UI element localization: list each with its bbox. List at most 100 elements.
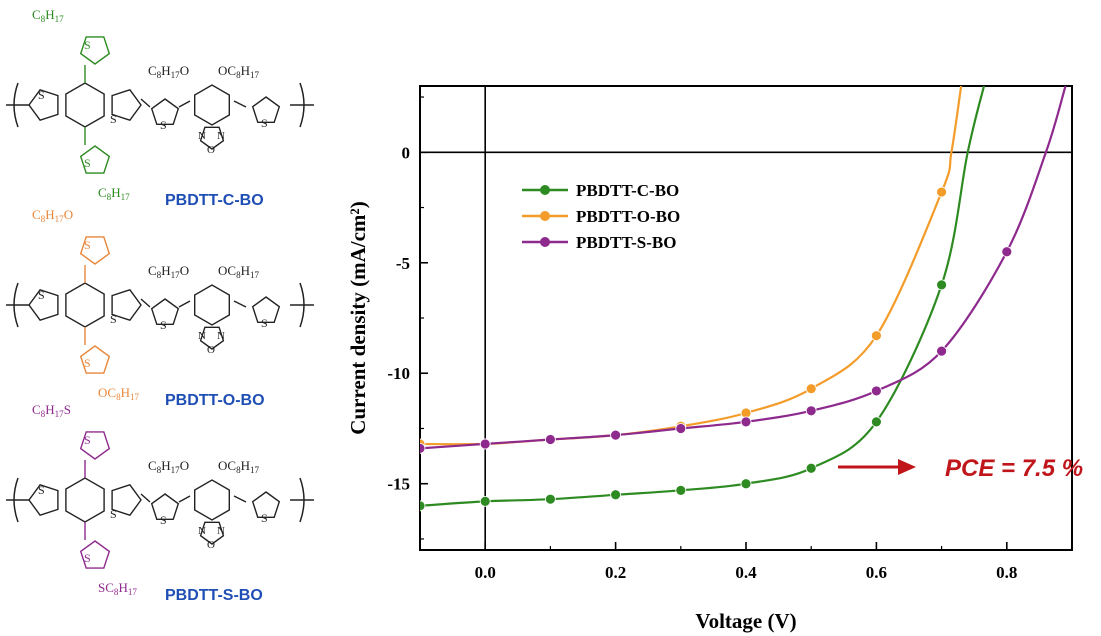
data-point [545, 493, 556, 505]
alkoxy-left: C8H17O [148, 263, 189, 280]
atom-s-top: S [84, 238, 91, 252]
x-tick-label: 0.2 [605, 563, 626, 582]
x-tick-label: 0.4 [735, 563, 757, 582]
side-thiophene-top [79, 431, 111, 460]
data-point [936, 279, 947, 291]
atom-n: N [217, 330, 225, 342]
data-point [936, 345, 947, 357]
alkoxy-right: OC8H17 [218, 263, 260, 280]
side-thiophene-top [79, 36, 111, 65]
data-point [805, 462, 817, 474]
series-line [420, 86, 1067, 450]
y-axis-label: Current density (mA/cm²) [346, 201, 370, 434]
atom-s: S [261, 316, 268, 330]
atom-s: S [160, 513, 167, 527]
y-tick-label: -15 [387, 475, 410, 494]
thiophene-ring [28, 288, 59, 322]
data-point [936, 186, 947, 198]
side-thiophene-bottom [79, 540, 111, 569]
atom-n: N [198, 330, 206, 342]
plot-layer: 0.0 0.2 0.4 0.6 0.8 0 -5 -10 -15 Voltage (V) Curre… [346, 85, 1083, 633]
data-point [610, 429, 621, 441]
alkoxy-left: C8H17O [148, 458, 189, 475]
side-thiophene-bottom [79, 145, 111, 174]
atom-n: N [198, 130, 206, 142]
atom-s: S [261, 116, 268, 130]
data-point [610, 489, 621, 501]
atom-s: S [110, 507, 117, 521]
molecule-label: PBDTT-C-BO [165, 192, 264, 209]
data-point [420, 500, 426, 512]
y-tick-label: 0 [402, 143, 411, 162]
series-line [420, 86, 986, 507]
data-point [545, 434, 556, 445]
molecule-1: S S S N NO C8H17O OC8H17 S S C8H17 S C8H17 PBDTT-C-B… [6, 7, 314, 209]
atom-s-bottom: S [84, 551, 91, 565]
bond [233, 300, 247, 308]
atom-s: S [160, 118, 167, 132]
bond [178, 300, 191, 308]
atom-o: O [207, 144, 215, 156]
benzoxadiazole-ring [193, 84, 231, 126]
series-PBDTT-S-BO [420, 86, 1067, 454]
atom-s: S [261, 511, 268, 525]
side-chain-top: C8H17S [32, 402, 71, 419]
atom-s: S [160, 318, 167, 332]
thiophene-ring [28, 483, 59, 517]
data-point [1001, 246, 1013, 258]
benzoxadiazole-ring [193, 479, 231, 521]
legend-label: PBDTT-S-BO [576, 233, 676, 252]
side-thiophene-bottom [79, 345, 111, 374]
annotation-arrow-head [898, 459, 916, 475]
legend-label: PBDTT-O-BO [576, 207, 680, 226]
oxadiazole-ring [199, 521, 225, 545]
data-point [479, 495, 491, 507]
side-chain-bottom: C8H17 [98, 185, 130, 202]
oxadiazole-ring [199, 326, 225, 350]
molecule-label: PBDTT-S-BO [165, 587, 263, 604]
atom-s-bottom: S [84, 156, 91, 170]
bond [178, 100, 191, 108]
molecule-3: S S S N NO C8H17O OC8H17 S S C8H17S S SC8H17 PBDTT-S… [6, 402, 314, 604]
benzoxadiazole-ring [193, 284, 231, 326]
bond [140, 298, 151, 308]
alkoxy-left: C8H17O [148, 63, 189, 80]
side-chain-top: C8H17 [32, 7, 64, 24]
atom-s: S [38, 88, 45, 102]
thiophene-ring [150, 298, 180, 326]
data-point [871, 416, 882, 428]
side-chain-bottom: SC8H17 [98, 580, 137, 597]
y-tick-label: -5 [396, 254, 410, 273]
thiophene-ring [111, 288, 142, 322]
legend-marker [540, 185, 550, 195]
side-chain-bottom: OC8H17 [98, 385, 140, 402]
side-chain-top: C8H17O [32, 207, 73, 224]
atom-s: S [110, 312, 117, 326]
atom-n: N [198, 525, 206, 537]
data-point [420, 442, 426, 454]
side-thiophene-top [79, 236, 111, 265]
oxadiazole-ring [199, 126, 225, 150]
atom-o: O [207, 344, 215, 356]
legend-marker [540, 237, 550, 247]
x-tick-label: 0.0 [475, 563, 496, 582]
bond [233, 100, 247, 108]
atom-s-top: S [84, 433, 91, 447]
legend-marker [540, 211, 550, 221]
atom-o: O [207, 539, 215, 551]
bond [178, 495, 191, 503]
data-point [871, 330, 882, 342]
data-point [675, 484, 687, 496]
data-point [675, 423, 687, 434]
alkoxy-right: OC8H17 [218, 63, 260, 80]
atom-s: S [38, 288, 45, 302]
chart-group: 0.0 0.2 0.4 0.6 0.8 0 -5 -10 -15 Voltage (V) Curre… [346, 85, 1083, 633]
bond [140, 98, 151, 108]
x-tick-label: 0.6 [866, 563, 887, 582]
data-point [479, 438, 491, 450]
y-tick-label: -10 [387, 364, 410, 383]
molecule-label: PBDTT-O-BO [165, 392, 265, 409]
data-point [871, 385, 882, 397]
